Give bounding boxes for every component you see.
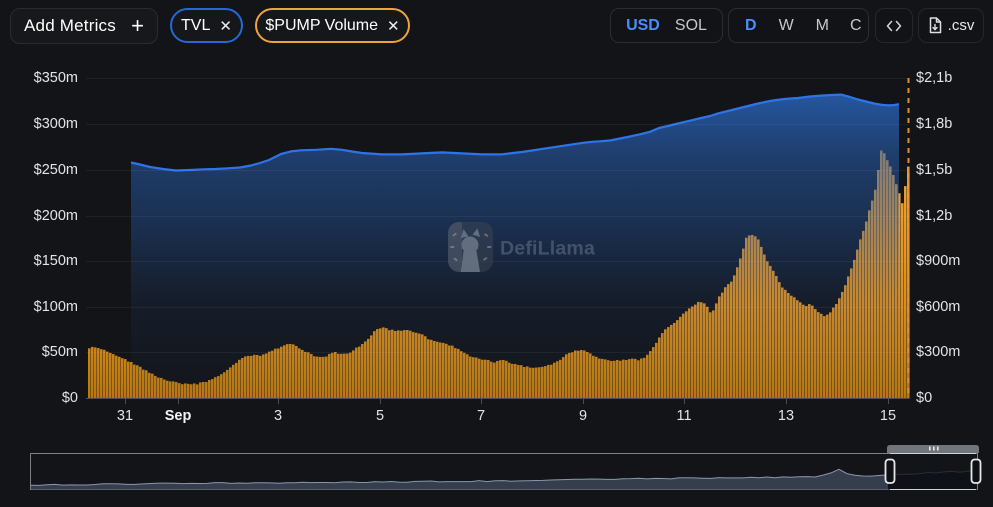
svg-text:$600m: $600m [916,299,960,315]
svg-text:$2,1b: $2,1b [916,70,952,86]
svg-text:11: 11 [676,408,691,424]
svg-text:DefiLlama: DefiLlama [500,238,595,260]
svg-text:$900m: $900m [916,253,960,269]
svg-text:$1,2b: $1,2b [916,208,952,224]
svg-text:$100m: $100m [34,299,78,315]
svg-text:9: 9 [579,408,587,424]
svg-text:$0: $0 [62,390,78,406]
svg-text:$150m: $150m [34,253,78,269]
svg-text:$1,8b: $1,8b [916,116,952,132]
svg-text:$350m: $350m [34,70,78,86]
svg-text:13: 13 [778,408,794,424]
svg-text:$300m: $300m [34,116,78,132]
svg-text:15: 15 [880,408,896,424]
svg-text:7: 7 [477,408,485,424]
svg-text:$0: $0 [916,390,932,406]
svg-text:31: 31 [117,408,133,424]
svg-text:$50m: $50m [42,344,78,360]
svg-text:$250m: $250m [34,162,78,178]
svg-text:$300m: $300m [916,344,960,360]
svg-text:$1,5b: $1,5b [916,162,952,178]
svg-text:3: 3 [274,408,282,424]
svg-text:$200m: $200m [34,208,78,224]
svg-text:Sep: Sep [165,408,192,424]
svg-text:5: 5 [376,408,384,424]
